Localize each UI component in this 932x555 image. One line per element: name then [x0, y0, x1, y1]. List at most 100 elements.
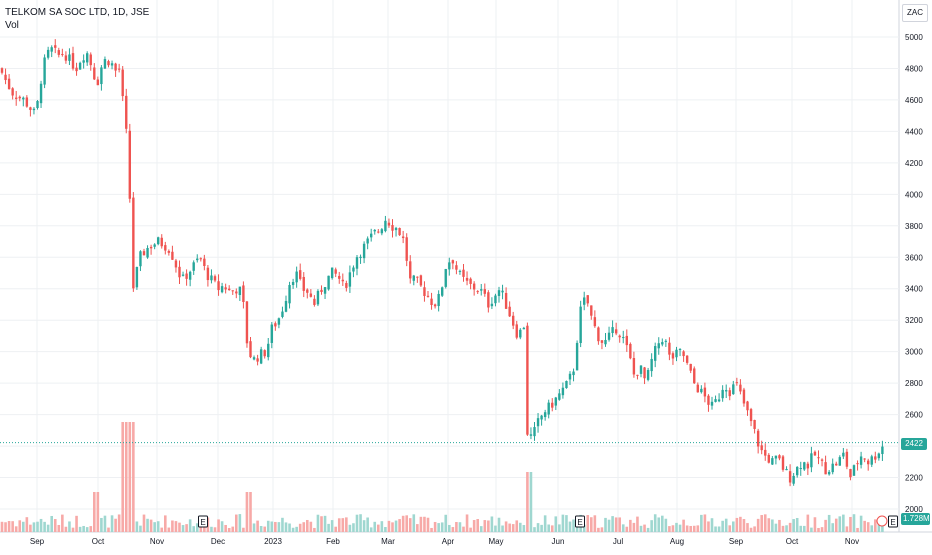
x-tick-label: Jun	[552, 537, 565, 546]
candle-body	[210, 275, 213, 281]
candle-body	[501, 290, 504, 293]
volume-bar	[756, 518, 760, 532]
volume-bar	[767, 518, 771, 532]
x-tick-label: Dec	[211, 537, 225, 546]
candles	[0, 39, 884, 487]
candle-body	[409, 261, 412, 279]
volume-bar	[149, 519, 153, 532]
y-tick-label: 3200	[905, 316, 923, 325]
symbol-title[interactable]: TELKOM SA SOC LTD, 1D, JSE	[5, 7, 150, 18]
volume-bar	[433, 521, 437, 532]
candle-body	[739, 384, 742, 392]
volume-bar	[249, 492, 252, 532]
volume-bar	[412, 514, 416, 532]
volume-bar	[121, 422, 124, 532]
candle-body	[810, 453, 813, 468]
candle-body	[86, 53, 89, 63]
volume-bar	[739, 516, 742, 532]
candle-body	[192, 262, 195, 271]
volume-bar	[394, 520, 398, 532]
volume-bar	[568, 521, 572, 532]
candle-body	[717, 399, 721, 402]
volume-bar	[398, 519, 401, 532]
candle-body	[338, 275, 341, 279]
volume-bar	[646, 527, 650, 532]
candle-body	[863, 458, 866, 460]
y-tick-label: 2600	[905, 411, 923, 420]
volume-bar	[227, 527, 231, 532]
candle-body	[341, 279, 344, 282]
candle-body	[778, 455, 781, 459]
volume-bar	[373, 521, 377, 532]
candle-body	[540, 415, 543, 420]
candle-body	[792, 475, 795, 484]
candle-body	[43, 57, 46, 85]
volume-bar	[192, 526, 195, 532]
candle-body	[128, 130, 131, 199]
candle-body	[774, 455, 778, 459]
volume-bar	[636, 516, 639, 532]
candle-body	[249, 341, 252, 358]
volume-bar	[710, 518, 714, 532]
volume-bar	[863, 520, 866, 532]
candle-body	[39, 83, 43, 104]
candle-body	[742, 389, 746, 404]
candle-body	[110, 63, 114, 66]
candle-body	[476, 291, 479, 293]
candle-body	[746, 401, 749, 411]
candle-body	[671, 353, 675, 359]
x-tick-label: Oct	[92, 537, 105, 546]
candle-body	[813, 451, 817, 456]
volume-bar	[859, 515, 863, 532]
candle-body	[142, 251, 146, 256]
volume-bar	[96, 492, 100, 532]
candle-body	[359, 256, 362, 259]
volume-bar	[355, 514, 359, 532]
volume-bar	[852, 514, 856, 532]
volume-bar	[132, 422, 135, 532]
candle-body	[0, 68, 4, 73]
currency-badge[interactable]: ZAC	[902, 4, 928, 22]
volume-bar	[714, 526, 717, 532]
candle-body	[167, 250, 171, 253]
volume-bar	[558, 524, 561, 532]
candle-body	[93, 67, 96, 80]
volume-bar	[476, 519, 479, 532]
volume-bar	[345, 517, 348, 532]
candle-body	[583, 297, 586, 305]
candle-body	[228, 288, 231, 291]
volume-bar	[362, 520, 366, 532]
volume-bar	[874, 519, 877, 532]
candle-body	[174, 260, 178, 268]
volume-bar	[735, 517, 739, 532]
candle-body	[781, 456, 785, 470]
volume-bar	[455, 521, 458, 532]
volume-bar	[327, 523, 330, 532]
candle-body	[348, 272, 352, 287]
volume-bar	[213, 527, 217, 532]
candle-body	[536, 418, 540, 427]
time-axis[interactable]: Sep Oct Nov Dec 2023 Feb Mar Apr May Jun Jul Aug Sep…	[30, 537, 859, 546]
volume-bar	[171, 520, 174, 532]
candle-body	[96, 79, 100, 86]
volume-bar	[653, 514, 657, 532]
earnings-marker-label: E	[890, 518, 895, 527]
volume-bar	[426, 517, 430, 532]
candle-body	[561, 387, 565, 396]
candle-body	[764, 449, 767, 456]
volume-bar	[639, 525, 643, 532]
volume-bar	[685, 525, 689, 532]
volume-bar	[550, 525, 554, 532]
grid-lines	[0, 0, 932, 533]
candle-body	[472, 283, 476, 290]
volume-bar	[870, 525, 874, 532]
volume-bar	[621, 524, 625, 532]
candle-body	[437, 293, 440, 307]
volume-bar	[107, 527, 110, 532]
volume-label[interactable]: Vol	[5, 20, 19, 31]
candle-body	[835, 463, 838, 466]
candle-body	[135, 266, 139, 288]
volume-bar	[320, 516, 323, 532]
